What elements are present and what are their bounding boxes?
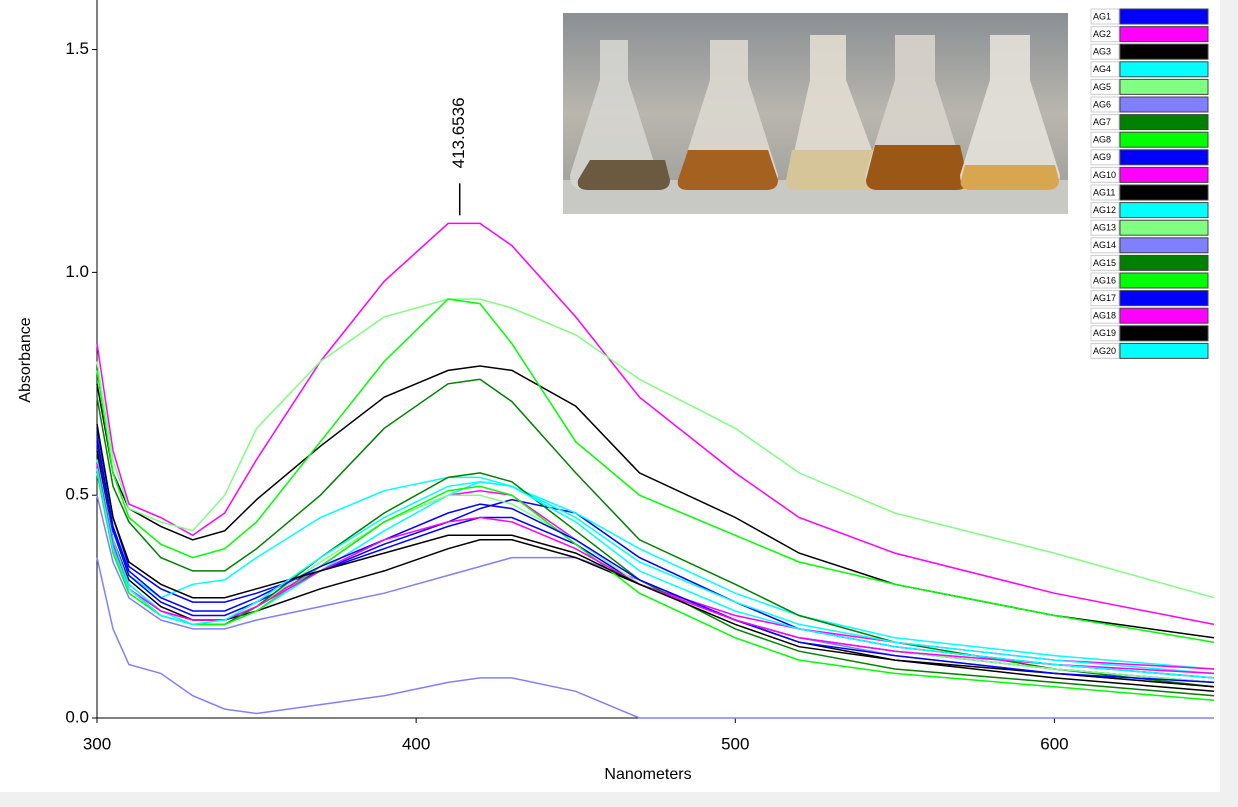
legend-label-box [1090, 272, 1120, 289]
legend-label: AG15 [1093, 258, 1116, 268]
legend-swatch [1119, 307, 1209, 324]
peak-label: 413.6536 [449, 97, 468, 168]
legend-label: AG1 [1093, 11, 1111, 21]
legend-label-box [1090, 43, 1120, 60]
legend-swatch [1119, 254, 1209, 271]
legend-label: AG20 [1093, 346, 1116, 356]
legend-label: AG11 [1093, 187, 1115, 197]
series-line [96, 423, 1215, 693]
legend-label: AG10 [1093, 170, 1116, 180]
legend-label-box [1090, 237, 1120, 254]
series-line [96, 468, 1215, 679]
legend-label-box [1090, 78, 1120, 95]
legend-swatch [1119, 325, 1209, 342]
x-tick-label: 500 [721, 734, 749, 753]
legend-swatch [1119, 342, 1209, 359]
series-line [96, 365, 1215, 639]
legend-swatch [1119, 114, 1209, 131]
x-axis-title: Nanometers [604, 766, 691, 783]
legend-swatch [1119, 149, 1209, 166]
x-tick-label: 600 [1040, 734, 1068, 753]
legend-swatch [1119, 78, 1209, 95]
legend-label-box [1090, 131, 1120, 148]
legend-label: AG5 [1093, 82, 1111, 92]
legend-label: AG3 [1093, 47, 1111, 57]
series-line [96, 557, 1214, 719]
legend-label-box [1090, 96, 1120, 113]
legend-label: AG9 [1093, 152, 1111, 162]
legend-label: AG16 [1093, 275, 1116, 285]
legend-label-box [1090, 307, 1120, 324]
legend-label-box [1090, 254, 1120, 271]
legend-label-box [1090, 342, 1120, 359]
legend-label: AG19 [1093, 328, 1116, 338]
legend-swatch [1119, 8, 1209, 25]
legend-label: AG17 [1093, 293, 1116, 303]
y-tick-label: 1.0 [65, 262, 89, 281]
legend-label-box [1090, 219, 1120, 236]
legend-label: AG12 [1093, 205, 1116, 215]
legend-swatch [1119, 166, 1209, 183]
series-line [96, 437, 1215, 684]
y-tick-label: 1.5 [65, 39, 89, 58]
legend-label: AG18 [1093, 311, 1116, 321]
legend-swatch [1119, 184, 1209, 201]
legend-swatch [1119, 131, 1209, 148]
legend-swatch [1119, 61, 1209, 78]
inset-photo [563, 13, 1068, 214]
legend-swatch [1119, 96, 1209, 113]
legend-label-box [1090, 290, 1120, 307]
y-axis-title: Absorbance [17, 317, 34, 402]
x-tick-label: 300 [83, 734, 111, 753]
legend-label-box [1090, 26, 1120, 43]
y-tick-label: 0.0 [65, 707, 89, 726]
legend-swatch [1119, 43, 1209, 60]
series-line [96, 298, 1215, 643]
legend-label: AG2 [1093, 29, 1111, 39]
legend-swatch [1119, 272, 1209, 289]
legend-swatch [1119, 26, 1209, 43]
legend: AG1 AG2 AG3 AG4 AG5 AG6 AG7 AG8 AG9 AG10 AG11 AG12 A… [1090, 8, 1209, 359]
legend-label-box [1090, 114, 1120, 131]
series-line [96, 378, 1215, 688]
legend-label: AG13 [1093, 223, 1116, 233]
legend-label: AG14 [1093, 240, 1116, 250]
legend-label: AG4 [1093, 64, 1111, 74]
legend-swatch [1119, 219, 1209, 236]
legend-label: AG7 [1093, 117, 1111, 127]
legend-swatch [1119, 290, 1209, 307]
legend-label: AG6 [1093, 99, 1111, 109]
series-line [96, 222, 1215, 626]
x-tick-label: 400 [402, 734, 430, 753]
legend-label-box [1090, 61, 1120, 78]
legend-label-box [1090, 149, 1120, 166]
legend-swatch [1119, 237, 1209, 254]
legend-label-box [1090, 202, 1120, 219]
legend-label-box [1090, 166, 1120, 183]
series-line [96, 463, 1215, 675]
legend-label-box [1090, 325, 1120, 342]
y-tick-label: 0.5 [65, 485, 89, 504]
legend-swatch [1119, 202, 1209, 219]
legend-label-box [1090, 184, 1120, 201]
legend-label-box [1090, 8, 1120, 25]
legend-label: AG8 [1093, 135, 1111, 145]
